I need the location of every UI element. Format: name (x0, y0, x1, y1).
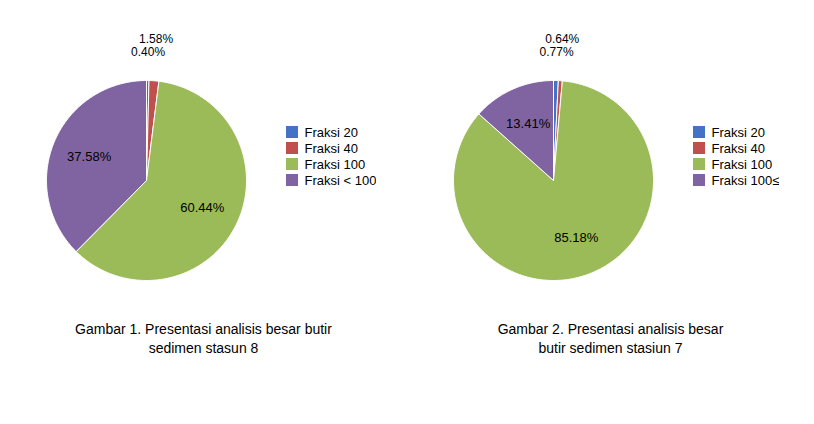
svg-text:60.44%: 60.44% (180, 200, 225, 215)
html-text:sedimen stasun 8: sedimen stasun 8 (148, 339, 259, 356)
html-text:butir sedimen stasiun 7: butir sedimen stasiun 7 (538, 339, 683, 356)
html-text:Fraksi 100: Fraksi 100 (711, 156, 773, 172)
svg-text:0.40%: 0.40% (131, 45, 165, 59)
html-text:Gambar 2. Presentasi analisis: Gambar 2. Presentasi analisis besar (497, 321, 724, 337)
svg-text:0.77%: 0.77% (540, 45, 574, 59)
svg-text:13.41%: 13.41% (506, 116, 551, 131)
svg-text:37.58%: 37.58% (67, 149, 112, 164)
html-text:Fraksi 20: Fraksi 20 (304, 124, 358, 140)
html-text:Fraksi 20: Fraksi 20 (711, 124, 765, 140)
html-text:Fraksi < 100: Fraksi < 100 (304, 172, 377, 188)
html-text:Gambar 1. Presentasi analisis: Gambar 1. Presentasi analisis besar buti… (75, 321, 332, 337)
html-text:Fraksi 100≤: Fraksi 100≤ (711, 172, 780, 188)
html-text:Fraksi 40: Fraksi 40 (711, 140, 765, 156)
html-text:Fraksi 40: Fraksi 40 (304, 140, 358, 156)
html-text:Fraksi 100: Fraksi 100 (304, 156, 366, 172)
svg-text:85.18%: 85.18% (554, 230, 599, 245)
svg-text:0.64%: 0.64% (545, 32, 579, 46)
svg-text:1.58%: 1.58% (139, 32, 173, 46)
